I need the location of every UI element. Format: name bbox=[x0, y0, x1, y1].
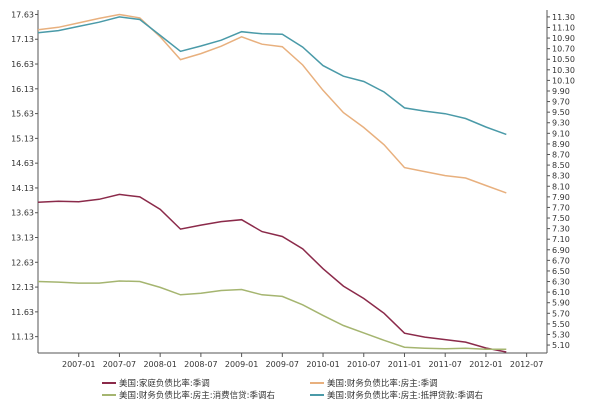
series-line-4 bbox=[37, 16, 507, 136]
right-tick-label: 10.70 bbox=[552, 45, 575, 54]
right-tick-label: 10.50 bbox=[552, 55, 575, 64]
x-tick-label: 2009-07 bbox=[266, 360, 299, 369]
plot-frame bbox=[37, 10, 548, 354]
left-tick-label: 12.13 bbox=[11, 283, 34, 292]
x-tick-label: 2011-01 bbox=[388, 360, 421, 369]
right-tick-label: 5.10 bbox=[552, 341, 570, 350]
right-tick-label: 6.50 bbox=[552, 267, 570, 276]
legend-label-4: 美国:财务负债比率:房主:抵押贷款:季调右 bbox=[327, 390, 483, 401]
series-line-2 bbox=[37, 13, 507, 194]
left-tick-label: 11.13 bbox=[11, 333, 34, 342]
left-tick-label: 12.63 bbox=[11, 258, 34, 267]
right-tick-label: 6.70 bbox=[552, 256, 570, 265]
right-tick-label: 8.70 bbox=[552, 151, 570, 160]
right-tick-label: 9.30 bbox=[552, 119, 570, 128]
left-tick-label: 13.13 bbox=[11, 234, 34, 243]
right-tick-label: 6.30 bbox=[552, 278, 570, 287]
left-tick-label: 13.63 bbox=[11, 209, 34, 218]
x-tick-label: 2011-07 bbox=[428, 360, 461, 369]
right-tick-label: 8.10 bbox=[552, 182, 570, 191]
right-tick-label: 9.70 bbox=[552, 98, 570, 107]
x-tick-label: 2009-01 bbox=[225, 360, 258, 369]
right-tick-label: 10.30 bbox=[552, 66, 575, 75]
series-lines bbox=[37, 13, 507, 353]
right-tick-label: 10.10 bbox=[552, 76, 575, 85]
right-tick-label: 9.50 bbox=[552, 108, 570, 117]
right-tick-label: 11.10 bbox=[552, 23, 575, 32]
left-tick-label: 16.13 bbox=[11, 85, 34, 94]
x-tick-label: 2007-01 bbox=[62, 360, 95, 369]
left-tick-label: 14.63 bbox=[11, 159, 34, 168]
x-tick-label: 2012-07 bbox=[510, 360, 543, 369]
right-tick-label: 9.10 bbox=[552, 129, 570, 138]
series-line-1 bbox=[37, 193, 507, 353]
left-tick-label: 15.13 bbox=[11, 134, 34, 143]
x-tick-label: 2008-07 bbox=[184, 360, 217, 369]
left-tick-label: 11.63 bbox=[11, 308, 34, 317]
x-tick-label: 2012-01 bbox=[469, 360, 502, 369]
legend-label-2: 美国:财务负债比率:房主:季调 bbox=[327, 378, 438, 389]
legend: 美国:家庭负债比率:季调 美国:财务负债比率:房主:季调美国:财务负债比率:房主:… bbox=[102, 378, 483, 401]
right-tick-label: 6.10 bbox=[552, 288, 570, 297]
left-tick-label: 17.13 bbox=[11, 35, 34, 44]
legend-label-1: 美国:家庭负债比率:季调 bbox=[119, 378, 210, 389]
left-tick-label: 17.63 bbox=[11, 10, 34, 19]
right-tick-label: 5.50 bbox=[552, 320, 570, 329]
right-tick-label: 8.50 bbox=[552, 161, 570, 170]
left-tick-label: 15.63 bbox=[11, 110, 34, 119]
series-line-3 bbox=[37, 280, 507, 351]
right-tick-label: 5.30 bbox=[552, 330, 570, 339]
right-tick-label: 7.90 bbox=[552, 193, 570, 202]
x-tick-label: 2010-01 bbox=[306, 360, 339, 369]
right-tick-label: 7.70 bbox=[552, 203, 570, 212]
left-tick-label: 14.13 bbox=[11, 184, 34, 193]
right-tick-label: 11.30 bbox=[552, 13, 575, 22]
right-tick-label: 9.90 bbox=[552, 87, 570, 96]
right-tick-label: 8.90 bbox=[552, 140, 570, 149]
right-tick-label: 5.90 bbox=[552, 299, 570, 308]
x-tick-label: 2008-01 bbox=[143, 360, 176, 369]
right-tick-label: 6.90 bbox=[552, 246, 570, 255]
x-tick-label: 2010-07 bbox=[347, 360, 380, 369]
x-tick-label: 2007-07 bbox=[103, 360, 136, 369]
right-tick-label: 8.30 bbox=[552, 172, 570, 181]
right-tick-label: 10.90 bbox=[552, 34, 575, 43]
left-tick-label: 16.63 bbox=[11, 60, 34, 69]
left-axis-ticks: 17.63 17.13 16.63 16.13 15.63 15.13 14.63 14.13… bbox=[11, 10, 38, 342]
right-tick-label: 7.30 bbox=[552, 225, 570, 234]
right-tick-label: 7.10 bbox=[552, 235, 570, 244]
right-tick-label: 5.70 bbox=[552, 309, 570, 318]
x-axis-ticks: 2007-01 2007-07 2008-01 2008-07 2009-01 2009-… bbox=[62, 353, 543, 369]
legend-label-3: 美国:财务负债比率:房主:消费信贷:季调右 bbox=[119, 390, 275, 401]
right-tick-label: 7.50 bbox=[552, 214, 570, 223]
